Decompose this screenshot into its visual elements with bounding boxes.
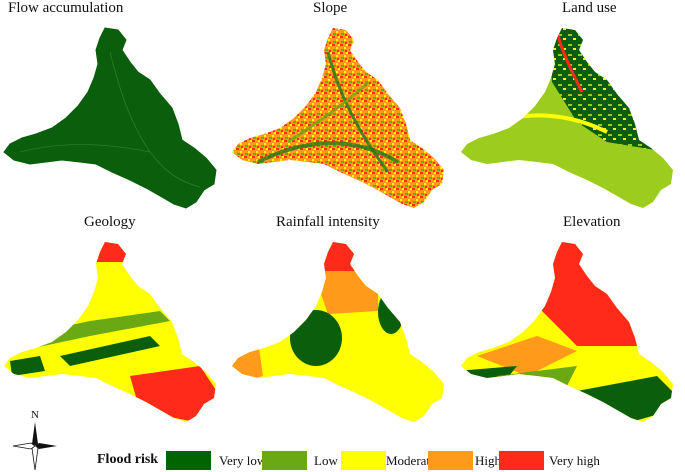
panel-title-flow-accumulation: Flow accumulation [8, 0, 124, 16]
legend-swatch-moderate [341, 451, 386, 470]
legend-title: Flood risk [97, 452, 159, 467]
legend-label-low: Low [314, 453, 338, 468]
legend-label-high: High [475, 453, 501, 468]
north-label: N [31, 409, 39, 421]
legend-swatch-low [262, 451, 307, 470]
land-use-map [461, 28, 673, 208]
geology-map [4, 242, 216, 422]
panel-title-rainfall-intensity: Rainfall intensity [276, 214, 380, 230]
maps-canvas [3, 27, 673, 422]
legend-swatch-very-low [166, 451, 211, 470]
legend-label-very-low: Very low [219, 453, 267, 468]
legend-label-very-high: Very high [549, 453, 600, 468]
elevation-map [461, 242, 673, 422]
slope-map [232, 28, 444, 208]
north-arrow-icon: N [12, 409, 57, 470]
flow-accumulation-map [3, 27, 217, 209]
legend-swatch-very-high [499, 451, 544, 470]
panel-title-land-use: Land use [562, 0, 617, 16]
panel-title-slope: Slope [313, 0, 348, 16]
legend-label-moderate: Moderate [386, 453, 436, 468]
rainfall-intensity-map [232, 242, 444, 422]
panel-title-geology: Geology [84, 214, 136, 230]
legend-swatch-high [428, 451, 473, 470]
panel-title-elevation: Elevation [563, 214, 621, 230]
